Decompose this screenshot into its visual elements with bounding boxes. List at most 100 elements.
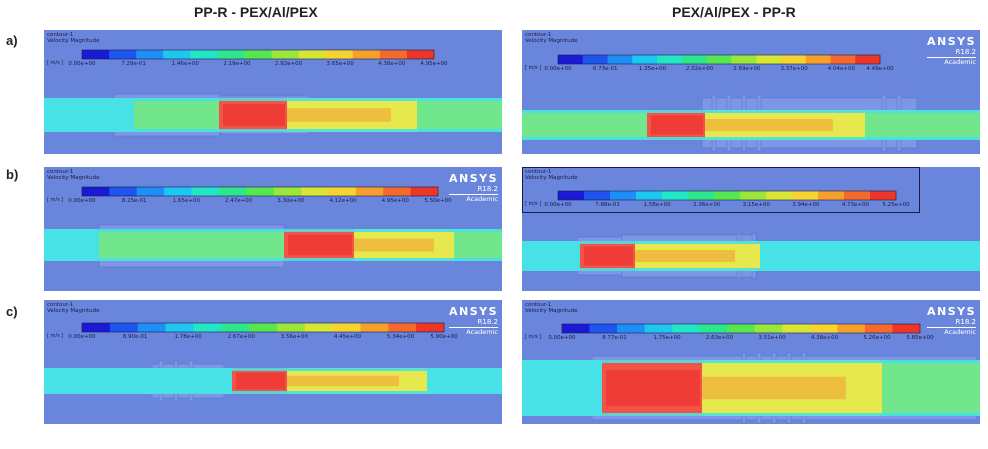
legend-swatch [82,187,110,196]
legend-tick-label: 3.94e+00 [792,202,820,208]
ansys-brand: ANSYS [448,305,498,318]
legend-tick-label: 4.12e+00 [329,198,357,204]
contour-name: contour-1 [47,169,74,175]
contour-panel-c-right: contour-1 Velocity Magnitude [ m/s ] 0.00e+… [522,300,980,424]
legend-swatch [406,50,435,59]
legend-swatch [164,187,192,196]
ansys-version: R18.2 [955,318,976,326]
contour-name: contour-1 [525,32,552,38]
legend-tick-label: 2.67e+00 [227,334,255,340]
flow-zone-green [454,229,502,261]
legend-tick-label: 4.45e+00 [333,334,362,340]
ansys-watermark: ANSYS R18.2 Academic [448,173,498,203]
legend-swatch [298,50,326,59]
legend-swatch [864,324,893,333]
legend-swatch [562,324,590,333]
legend-swatch [844,191,871,200]
legend-tick-label: 2.47e+00 [225,198,253,204]
legend-swatch [756,55,782,64]
legend-tick-label: 1.58e+00 [643,202,671,208]
domain-background [44,300,502,424]
contour-variable: Velocity Magnitude [47,38,100,44]
ansys-watermark: ANSYS R18.2 Academic [926,305,976,336]
legend-swatch [830,55,856,64]
legend-swatch [360,323,389,332]
legend-tick-label: 5.90e+00 [430,334,458,340]
legend-tick-label: 3.30e+00 [277,198,305,204]
legend-swatch [193,323,222,332]
legend-tick-label: 4.38e+00 [378,61,406,67]
velocity-contour-figure [44,167,502,291]
legend-swatch [589,324,618,333]
ansys-license: Academic [926,327,976,336]
legend-swatch [766,191,793,200]
legend-frame [522,167,920,213]
legend-tick-label: 3.65e+00 [326,61,354,67]
legend-swatch [582,55,608,64]
legend-swatch [388,323,417,332]
legend-swatch [644,324,673,333]
legend-unit: [ m/s ] [525,65,542,71]
legend-tick-label: 5.50e+00 [424,198,452,204]
contour-variable: Velocity Magnitude [47,175,100,181]
contour-name: contour-1 [47,302,74,308]
legend-tick-label: 0.00e+00 [68,61,96,67]
ansys-brand: ANSYS [926,305,976,318]
legend-swatch [191,187,220,196]
velocity-contour-figure [522,30,980,154]
velocity-contour-figure [44,30,502,154]
legend-swatch [82,323,111,332]
legend-swatch [792,191,819,200]
legend-swatch [731,55,757,64]
legend-swatch [328,187,357,196]
ansys-watermark: ANSYS R18.2 Academic [926,36,976,66]
legend-swatch [714,191,741,200]
velocity-contour-figure [44,300,502,424]
legend-swatch [355,187,384,196]
legend-tick-label: 4.73e+00 [841,202,870,208]
legend-swatch [558,191,585,200]
legend-tick-label: 4.95e+00 [420,61,448,67]
legend-unit: [ m/s ] [47,197,64,203]
legend-swatch [165,323,194,332]
ansys-version: R18.2 [955,48,976,56]
legend-swatch [325,50,354,59]
contour-panel-c-left: contour-1 Velocity Magnitude [ m/s ] 0.00e+… [44,300,502,424]
flow-zone-green [99,229,284,261]
row-label-b: b) [6,167,19,182]
contour-panel-a-left: contour-1 Velocity Magnitude [ m/s ] 0.00e+… [44,30,502,154]
contour-variable: Velocity Magnitude [525,38,578,44]
contour-panel-a-right: contour-1 Velocity Magnitude [ m/s ] 0.00e+… [522,30,980,154]
legend-tick-label: 8.90e-01 [122,334,148,340]
legend-tick-label: 1.78e+00 [174,334,202,340]
legend-swatch [244,50,272,59]
legend-swatch [109,50,137,59]
legend-tick-label: 3.51e+00 [758,335,786,341]
legend-tick-label: 5.25e+00 [882,202,910,208]
legend-tick-label: 0.00e+00 [544,202,572,208]
flow-zone-cyan [522,241,580,271]
legend-swatch [304,323,333,332]
legend-swatch [607,55,633,64]
legend-swatch [352,50,381,59]
legend-swatch [837,324,866,333]
legend-tick-label: 0.00e+00 [548,335,576,341]
legend-unit: [ m/s ] [525,334,542,340]
domain-background [44,30,502,154]
legend-swatch [379,50,408,59]
legend-swatch [218,187,247,196]
legend-swatch [410,187,439,196]
contour-variable: Velocity Magnitude [525,175,578,181]
legend-swatch [276,323,306,332]
column-title-right: PEX/Al/PEX - PP-R [672,4,796,20]
flow-zone-green [882,360,980,416]
legend-swatch [632,55,658,64]
legend-tick-label: 4.49e+00 [866,66,894,72]
ansys-version: R18.2 [477,318,498,326]
legend-unit: [ m/s ] [47,60,64,66]
legend-tick-label: 3.15e+00 [742,202,770,208]
velocity-contour-figure [522,167,980,291]
flow-zone-green [522,110,647,140]
legend-swatch [137,323,166,332]
contour-variable: Velocity Magnitude [525,308,578,314]
